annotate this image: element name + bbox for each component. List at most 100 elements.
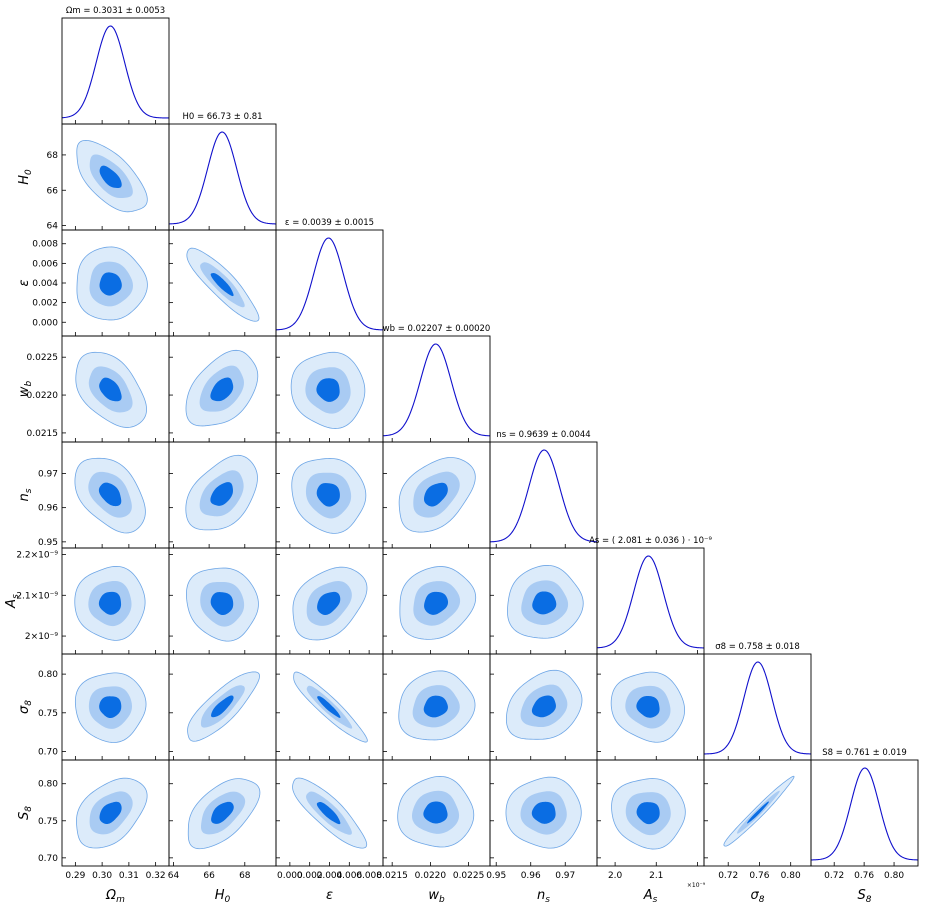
marginal-panel-eps: ε = 0.0039 ± 0.0015 [275,218,384,337]
x-tick-label-h0: 68 [239,871,251,881]
contour-panel-eps-as [275,547,384,655]
y-tick-label-eps: 0.000 [32,318,58,328]
contour-panel-h0-wb [168,335,277,443]
contour-panel-as-s8l [596,653,705,761]
panel-frame [382,335,491,443]
y-axis-label-S8: S8 [17,806,34,820]
contour-panel-om-as [61,547,170,655]
x-tick-label-s8l: 0.80 [781,871,801,881]
panel-frame [703,653,812,761]
x-axis-label-om: Ωm [105,888,125,904]
contour-level-3 [99,801,122,824]
x-tick-label-S8: 0.72 [824,871,844,881]
contour-level-3 [210,592,234,616]
marginal-title-wb: wb = 0.02207 ± 0.00020 [383,324,491,334]
x-axis-label-s8l: σ8 [751,888,765,904]
y-tick-label-s8l: 0.70 [38,747,58,757]
contour-panel-om-h0 [61,123,170,231]
marginal-title-eps: ε = 0.0039 ± 0.0015 [285,218,374,228]
marginal-panel-s8l: σ8 = 0.758 ± 0.018 [703,642,812,761]
contour-panel-wb-as [382,547,491,655]
marginal-panel-wb: wb = 0.02207 ± 0.00020 [382,324,491,443]
y-tick-label-eps: 0.004 [32,279,58,289]
y-tick-label-as: 2.2×10⁻⁹ [16,551,58,561]
contour-panel-h0-ns [168,441,277,549]
y-axis-label-eps: ε [17,279,32,286]
contour-level-3 [317,591,341,615]
contour-panel-wb-s8l [382,653,491,761]
x-tick-label-as: 2.1 [649,871,663,881]
marginal-panel-om: Ωm = 0.3031 ± 0.0053 [61,6,170,125]
y-tick-label-eps: 0.006 [32,259,58,269]
marginal-title-h0: H0 = 66.73 ± 0.81 [182,112,262,122]
y-axis-label-s8l: σ8 [17,700,34,714]
contour-panel-om-ns [61,441,170,549]
x-tick-label-ns: 0.96 [521,871,541,881]
y-axis-label-wb: wb [17,381,34,398]
marginal-curve-om [62,25,169,119]
contour-panel-eps-ns [275,441,384,549]
marginal-title-om: Ωm = 0.3031 ± 0.0053 [66,6,165,16]
y-tick-label-wb: 0.0220 [27,391,59,401]
y-tick-label-as: 2.1×10⁻⁹ [16,591,58,601]
panel-frame [489,441,598,549]
x-tick-label-om: 0.30 [92,871,112,881]
marginal-title-S8: S8 = 0.761 ± 0.019 [822,748,907,758]
x-tick-label-wb: 0.0220 [415,871,447,881]
contour-level-3 [211,695,234,718]
contour-panel-om-eps [61,229,170,337]
x-axis-label-S8: S8 [858,888,872,904]
contour-level-3 [746,801,769,824]
contour-level-3 [210,482,233,506]
contour-panel-h0-S8 [168,759,277,867]
contour-level-3 [99,377,122,402]
x-axis-label-as: As [643,888,658,904]
marginal-panel-as: As = ( 2.081 ± 0.036 ) · 10⁻⁹ [589,536,712,655]
marginal-curve-as [597,555,704,649]
x-tick-label-h0: 64 [168,871,180,881]
contour-panel-eps-wb [275,335,384,443]
x-axis-label-ns: ns [537,888,550,904]
contour-level-3 [99,696,122,719]
contour-level-3 [316,483,340,507]
y-tick-label-eps: 0.008 [32,240,58,250]
contour-level-3 [636,695,660,718]
y-tick-label-ns: 0.96 [38,504,58,514]
marginal-curve-eps [276,237,383,331]
marginal-title-as: As = ( 2.081 ± 0.036 ) · 10⁻⁹ [589,536,712,546]
x-tick-label-S8: 0.80 [884,871,904,881]
x-tick-label-s8l: 0.76 [749,871,769,881]
contour-panel-om-s8l [61,653,170,761]
y-tick-label-h0: 66 [47,186,59,196]
y-tick-label-ns: 0.95 [38,538,58,548]
x-tick-label-eps: 0.008 [356,871,382,881]
x-tick-label-om: 0.31 [119,871,139,881]
y-tick-label-S8: 0.75 [38,817,58,827]
marginal-panel-h0: H0 = 66.73 ± 0.81 [168,112,277,231]
y-tick-label-h0: 64 [47,222,59,232]
panel-frame [61,17,170,125]
x-tick-label-om: 0.32 [146,871,166,881]
contour-level-3 [636,802,660,825]
y-axis-label-as: As [4,594,21,609]
contour-level-3 [423,482,448,507]
contour-level-3 [423,801,448,824]
contour-level-3 [210,273,234,297]
contour-level-3 [98,482,122,507]
marginal-title-s8l: σ8 = 0.758 ± 0.018 [715,642,800,652]
marginal-title-ns: ns = 0.9639 ± 0.0044 [496,430,590,440]
contour-level-3 [532,591,557,615]
y-tick-label-ns: 0.97 [38,469,58,479]
y-tick-label-as: 2×10⁻⁹ [25,632,58,642]
contour-level-3 [423,695,448,718]
y-tick-label-s8l: 0.80 [38,670,58,680]
contour-panel-eps-S8 [275,759,384,867]
scale-note: ×10⁻⁹ [687,882,706,889]
contour-level-3 [531,801,556,824]
marginal-curve-h0 [169,131,276,225]
contour-panel-eps-s8l [275,653,384,761]
marginal-curve-ns [490,449,597,543]
contour-panel-om-wb [61,335,170,443]
y-tick-label-h0: 68 [47,151,59,161]
